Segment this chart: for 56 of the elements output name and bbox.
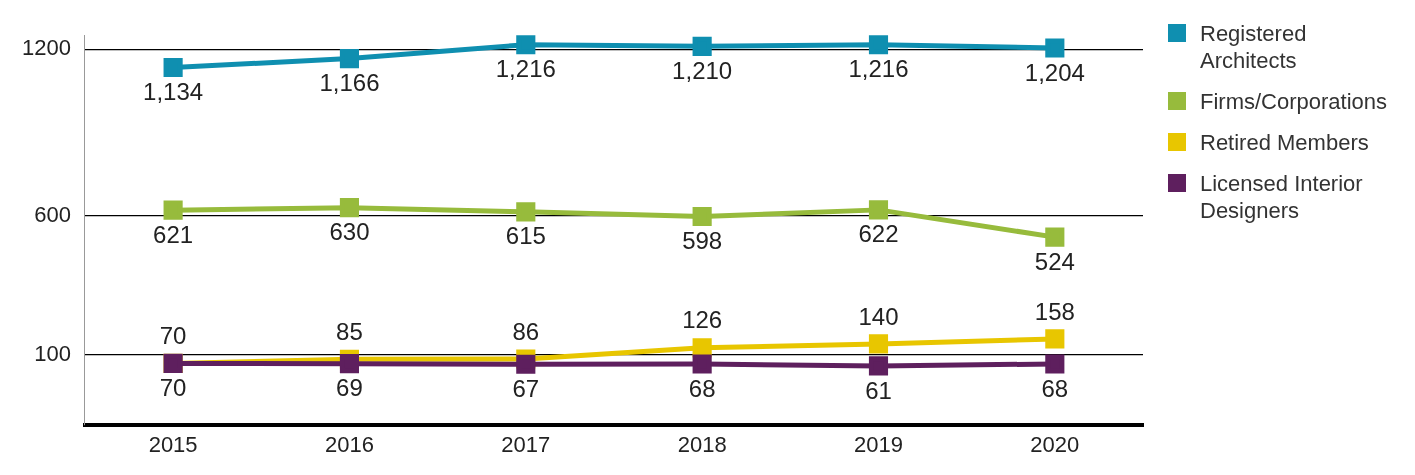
data-label: 630 xyxy=(329,218,370,246)
data-label: 622 xyxy=(858,220,899,248)
point xyxy=(692,354,712,374)
data-label: 126 xyxy=(682,306,723,334)
data-label: 1,204 xyxy=(1024,58,1085,86)
data-label: 1,216 xyxy=(495,55,556,83)
point xyxy=(163,200,183,220)
legend-label: Retired Members xyxy=(1200,129,1370,156)
point xyxy=(868,356,889,376)
legend-label: Licensed Interior Designers xyxy=(1200,170,1364,224)
point xyxy=(868,200,889,220)
point xyxy=(339,198,360,218)
x-tick-label: 2015 xyxy=(148,431,198,457)
data-label: 524 xyxy=(1034,247,1075,275)
legend-label: Registered Architects xyxy=(1200,20,1308,74)
data-label: 140 xyxy=(858,302,899,330)
point xyxy=(1045,227,1065,247)
data-label: 68 xyxy=(1041,374,1069,402)
point xyxy=(692,206,712,227)
point xyxy=(339,48,360,69)
x-tick-label: 2017 xyxy=(501,431,551,457)
data-label: 85 xyxy=(336,317,363,345)
data-label: 70 xyxy=(159,374,187,402)
data-label: 1,210 xyxy=(672,56,733,84)
point xyxy=(868,35,889,55)
point xyxy=(692,36,712,56)
point xyxy=(1045,329,1065,349)
data-label: 615 xyxy=(505,222,546,250)
point xyxy=(1045,354,1065,374)
data-label: 61 xyxy=(865,376,892,404)
data-label: 68 xyxy=(688,374,716,402)
point xyxy=(516,35,536,55)
data-label: 69 xyxy=(336,374,363,402)
data-label: 67 xyxy=(512,374,540,402)
data-label: 1,166 xyxy=(319,69,380,97)
data-label: 86 xyxy=(512,317,540,345)
point xyxy=(339,354,360,374)
y-tick-label: 600 xyxy=(34,202,71,228)
y-tick-label: 1200 xyxy=(21,35,71,61)
legend-label: Firms/Corporations xyxy=(1200,88,1389,115)
point xyxy=(516,354,536,374)
data-label: 598 xyxy=(682,227,723,255)
x-tick-label: 2019 xyxy=(854,431,903,457)
point xyxy=(516,202,536,222)
point xyxy=(868,334,889,354)
point xyxy=(163,57,183,78)
data-label: 158 xyxy=(1034,297,1075,325)
data-label: 621 xyxy=(153,220,194,248)
x-tick-label: 2020 xyxy=(1030,431,1080,457)
x-tick-label: 2018 xyxy=(677,431,727,457)
data-label: 1,216 xyxy=(848,55,909,83)
point xyxy=(1045,38,1065,58)
data-label: 70 xyxy=(159,322,187,350)
x-tick-label: 2016 xyxy=(324,431,374,457)
y-tick-label: 100 xyxy=(34,341,71,367)
data-label: 1,134 xyxy=(143,78,204,106)
